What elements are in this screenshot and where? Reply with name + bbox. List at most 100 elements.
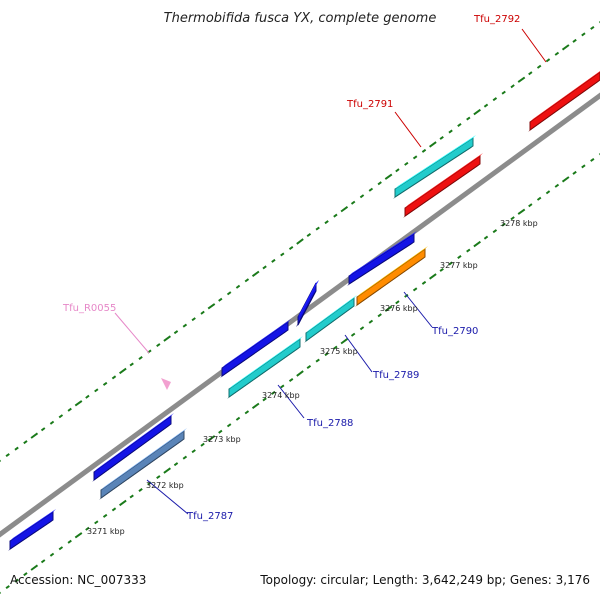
tick-mark [0,459,2,462]
tick-mark [262,397,267,402]
tick-mark [30,564,39,571]
gene-feature-blue[interactable] [9,511,54,550]
tick-mark [251,270,260,278]
tick-mark [296,370,304,377]
scale-label: 3272 kbp [146,481,184,490]
scale-labels: 3271 kbp 3272 kbp 3273 kbp 3274 kbp 3275 kbp… [87,219,538,536]
tick-mark [138,487,143,493]
map-title-container: Thermobifida fusca YX, complete genome [0,9,600,27]
tick-mark [226,423,232,428]
gene-feature-shadow [403,164,480,218]
gene-label[interactable]: Tfu_2790 [431,326,478,337]
tick-mark [49,420,55,425]
tick-mark [439,267,444,272]
tick-mark [473,108,481,116]
gene-feature-bevel [349,231,417,276]
gene-feature-bevel [530,71,600,122]
tick-mark [421,148,427,153]
tick-mark [58,414,64,419]
gene-feature-shadow [528,80,600,132]
tick-mark [235,416,241,421]
tick-mark [590,25,595,30]
tick-mark [429,273,437,280]
gene-feature-shadow [220,330,288,378]
tick-mark [377,313,382,318]
tick-mark [67,407,72,412]
gene-features[interactable] [8,69,600,551]
gene-label[interactable]: Tfu_2788 [306,418,353,429]
tick-mark [501,90,506,95]
gene-feature-blue[interactable] [221,321,289,377]
tick-mark [182,323,188,328]
gene-labels[interactable]: Tfu_2787 Tfu_2788 Tfu_2789 Tfu_2790 Tfu_2791… [62,14,520,522]
tick-mark [296,238,304,245]
tick-mark [280,252,285,257]
tick-mark [235,284,241,289]
gene-label[interactable]: Tfu_2791 [346,99,393,110]
tick-mark [528,203,533,208]
label-leader-line [344,334,373,373]
tick-mark [102,513,108,518]
tick-mark [561,176,570,183]
label-leader-line [114,312,150,354]
tick-mark [5,453,10,458]
gene-feature-bevel [222,319,291,368]
tick-mark [590,157,595,162]
tick-mark [324,220,329,225]
label-leader-line [394,111,422,148]
tick-mark [359,194,365,199]
gene-feature-blue[interactable] [348,233,415,285]
tick-mark [306,232,312,238]
tick-mark [74,532,83,539]
tick-mark [200,310,205,315]
tick-mark [572,170,577,175]
tick-mark [30,432,39,439]
tick-mark [262,265,267,270]
rna-feature-marker[interactable] [161,378,171,390]
tick-mark [14,578,19,583]
tick-mark [536,196,542,201]
accession-text: Accession: NC_007333 [10,573,147,587]
tick-mark [581,164,586,169]
scale-label: 3274 kbp [262,391,300,400]
tick-mark [280,384,285,389]
tick-mark [510,84,515,89]
gene-feature-shadow [227,347,300,399]
gene-label[interactable]: Tfu_R0055 [62,303,116,314]
tick-mark [244,410,250,415]
tick-mark [545,58,551,63]
gene-label[interactable]: Tfu_2789 [372,370,419,381]
tick-mark [483,235,489,240]
tick-mark [306,364,312,370]
tick-mark [200,442,205,447]
gene-label[interactable]: Tfu_2792 [473,14,520,25]
gene-label[interactable]: Tfu_2787 [186,511,233,522]
tick-mark [412,287,418,292]
tick-mark [333,345,338,350]
gene-feature-shadow [393,146,473,199]
tick-mark [359,326,365,331]
gene-feature-bevel [101,428,187,490]
gene-feature-cyan[interactable] [228,338,301,398]
tick-mark [466,248,471,253]
tick-mark [271,390,276,395]
gene-feature-bevel [229,336,303,389]
tick-mark [377,181,382,186]
tick-mark [111,507,117,512]
tick-mark [395,300,400,305]
tick-mark [74,400,83,407]
tick-mark [350,332,356,337]
tick-mark [58,546,64,551]
tick-mark [510,216,515,221]
tick-mark [384,173,393,180]
tick-mark [23,572,28,577]
genome-summary-text: Topology: circular; Length: 3,642,249 bp… [260,573,590,587]
tick-mark [14,446,19,451]
gene-feature-red[interactable] [529,71,600,131]
tick-mark [102,381,108,386]
scale-label: 3275 kbp [320,347,358,356]
tick-mark [226,291,232,296]
tick-mark [315,226,320,231]
tick-mark [218,429,223,434]
